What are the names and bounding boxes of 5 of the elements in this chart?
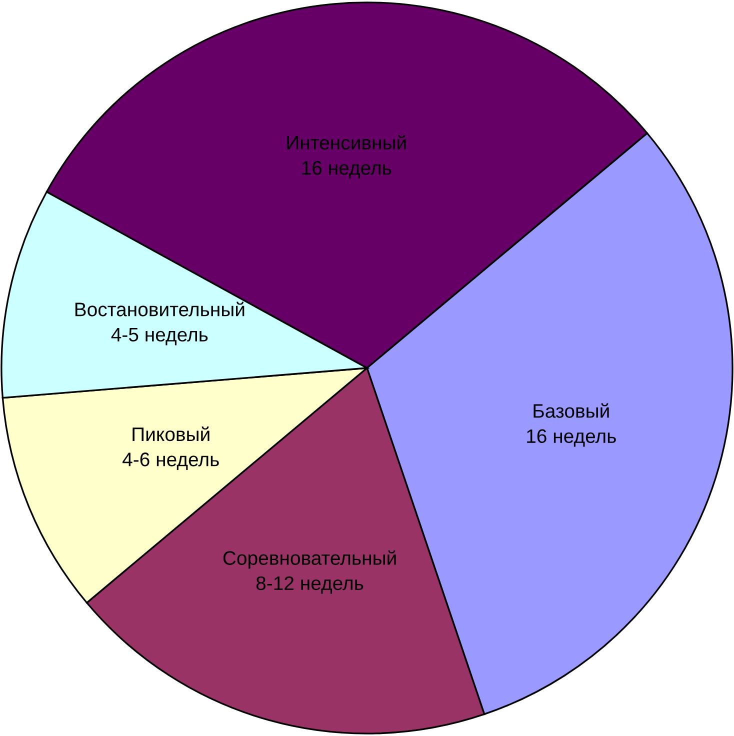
slice-label: Базовый 16 недель [527, 403, 616, 447]
slice-label: Востановительный 4-5 недель [75, 302, 244, 346]
slice-label: Интенсивный 16 недель [287, 135, 406, 178]
slice-label: Пиковый 4-6 недель [122, 426, 219, 470]
slice-label: Соревновательный 8-12 недель [223, 550, 396, 594]
